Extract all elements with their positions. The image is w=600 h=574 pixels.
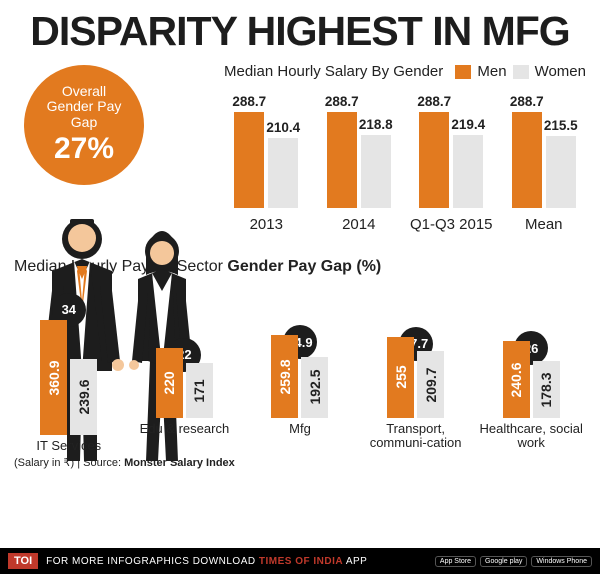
chart1-group: 288.7210.42013 [224,92,309,242]
bar-women: 239.6 [70,359,97,435]
chart2-group: 17.7255209.7Transport, communi-cation [361,286,471,450]
swatch-women [513,65,529,79]
bar-women: 209.7 [417,351,444,418]
bar-women: 219.4 [453,135,483,208]
badge-value: 27% [54,132,114,166]
bar-value-vertical: 171 [191,379,207,402]
bar-value-vertical: 240.6 [508,362,524,397]
chart2-category: Edu & research [140,422,230,450]
bar-value-vertical: 239.6 [76,379,92,414]
bar-value-vertical: 259.8 [277,359,293,394]
chart1-category: Q1-Q3 2015 [410,216,493,233]
bar-women: 218.8 [361,135,391,208]
bar-value-vertical: 192.5 [307,370,323,405]
bar-men: 288.7 [234,112,264,208]
chart1-group: 288.7218.82014 [317,92,402,242]
bar-men: 288.7 [512,112,542,208]
bar-value: 288.7 [325,94,359,109]
badge-line1: Overall [62,84,106,99]
bar-value-vertical: 360.9 [46,360,62,395]
chart2-category: Transport, communi-cation [361,422,471,450]
bar-women: 171 [186,363,213,418]
infographic-root: DISPARITY HIGHEST IN MFG Overall Gender … [0,0,600,574]
chart1-header: Median Hourly Salary By Gender Men Women [224,63,586,80]
bar-value: 218.8 [359,117,393,132]
bar-value: 219.4 [451,117,485,132]
bar-value: 210.4 [266,120,300,135]
chart2-group: 22220171Edu & research [130,286,240,450]
legend-women: Women [535,63,586,80]
footer-highlight: TIMES OF INDIA [259,556,343,567]
swatch-men [455,65,471,79]
chart2-category: Mfg [289,422,311,450]
toi-badge: TOI [8,553,38,569]
bar-value: 288.7 [417,94,451,109]
bar-value-vertical: 255 [393,366,409,389]
chart1-title: Median Hourly Salary By Gender [224,63,443,80]
chart2-group: 26240.6178.3Healthcare, social work [476,286,586,450]
legend: Men Women [455,63,586,80]
footer-tail: APP [343,556,367,567]
chart2-group: 34.9259.8192.5Mfg [245,286,355,450]
bar-men: 240.6 [503,341,530,418]
chart1-bars: 288.7210.42013288.7218.82014288.7219.4Q1… [224,92,586,242]
bar-value-vertical: 220 [161,371,177,394]
left-column: Overall Gender Pay Gap 27% [14,59,214,242]
bar-men: 288.7 [419,112,449,208]
pay-gap-badge: Overall Gender Pay Gap 27% [24,65,164,205]
bar-men: 259.8 [271,335,298,418]
bar-men: 288.7 [327,112,357,208]
bar-men: 220 [156,348,183,418]
bar-value-vertical: 209.7 [423,367,439,402]
store-badge: Google play [480,556,527,567]
chart2-category: Healthcare, social work [476,422,586,450]
bar-men: 360.9 [40,320,67,435]
chart2-category: IT Services [36,439,101,467]
right-column: Median Hourly Salary By Gender Men Women… [224,59,586,242]
bar-value: 288.7 [510,94,544,109]
top-area: Overall Gender Pay Gap 27% [0,59,600,242]
footer: TOI FOR MORE INFOGRAPHICS DOWNLOAD TIMES… [0,548,600,574]
chart2-bars: 34360.9239.6IT Services22220171Edu & res… [14,286,586,450]
app-stores: App Store Google play Windows Phone [435,556,592,567]
badge-circle: Overall Gender Pay Gap 27% [24,65,144,185]
headline: DISPARITY HIGHEST IN MFG [0,0,600,59]
bar-women: 192.5 [301,357,328,418]
store-badge: App Store [435,556,476,567]
bar-pair: 360.9 239.6 [40,320,97,435]
bar-women: 210.4 [268,138,298,208]
bar-women: 178.3 [533,361,560,418]
bar-women: 215.5 [546,136,576,208]
footer-text: FOR MORE INFOGRAPHICS DOWNLOAD TIMES OF … [46,556,367,567]
bar-value: 288.7 [232,94,266,109]
chart2-group: 34360.9239.6IT Services [14,286,124,450]
chart2-title-bold: Gender Pay Gap (%) [227,258,381,275]
bar-men: 255 [387,337,414,418]
legend-men: Men [477,63,506,80]
chart1-category: Mean [525,216,563,233]
store-badge: Windows Phone [531,556,592,567]
badge-line2: Gender Pay Gap [32,99,136,130]
chart1-group: 288.7219.4Q1-Q3 2015 [409,92,494,242]
chart1-group: 288.7215.5Mean [502,92,587,242]
chart1-category: 2014 [342,216,375,233]
footer-plain: FOR MORE INFOGRAPHICS DOWNLOAD [46,556,259,567]
chart1-category: 2013 [250,216,283,233]
bar-value: 215.5 [544,118,578,133]
bar-value-vertical: 178.3 [538,372,554,407]
